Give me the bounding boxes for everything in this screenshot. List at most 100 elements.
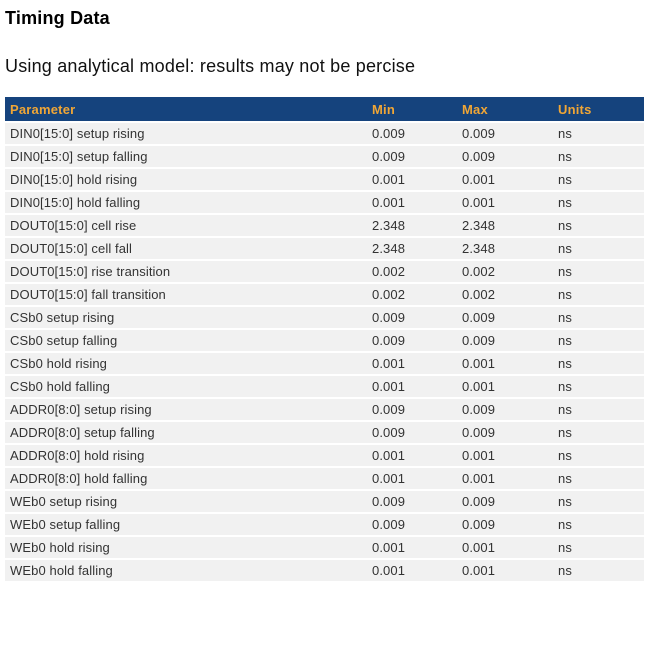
- cell-parameter: CSb0 hold rising: [5, 353, 367, 376]
- cell-min: 0.009: [367, 123, 457, 146]
- cell-max: 0.001: [457, 169, 553, 192]
- cell-units: ns: [553, 238, 644, 261]
- cell-units: ns: [553, 491, 644, 514]
- cell-max: 0.009: [457, 399, 553, 422]
- cell-min: 0.009: [367, 399, 457, 422]
- table-row: CSb0 hold falling 0.001 0.001 ns: [5, 376, 644, 399]
- header-units: Units: [553, 97, 644, 123]
- cell-min: 0.002: [367, 261, 457, 284]
- cell-parameter: CSb0 hold falling: [5, 376, 367, 399]
- timing-table: Parameter Min Max Units DIN0[15:0] setup…: [5, 97, 644, 583]
- cell-max: 0.009: [457, 330, 553, 353]
- cell-parameter: WEb0 hold rising: [5, 537, 367, 560]
- table-row: DIN0[15:0] setup falling 0.009 0.009 ns: [5, 146, 644, 169]
- cell-units: ns: [553, 376, 644, 399]
- cell-parameter: DOUT0[15:0] rise transition: [5, 261, 367, 284]
- table-row: ADDR0[8:0] hold falling 0.001 0.001 ns: [5, 468, 644, 491]
- table-row: ADDR0[8:0] setup falling 0.009 0.009 ns: [5, 422, 644, 445]
- cell-max: 0.002: [457, 261, 553, 284]
- cell-max: 0.009: [457, 123, 553, 146]
- table-row: DIN0[15:0] setup rising 0.009 0.009 ns: [5, 123, 644, 146]
- cell-parameter: DIN0[15:0] hold falling: [5, 192, 367, 215]
- cell-parameter: WEb0 hold falling: [5, 560, 367, 583]
- cell-units: ns: [553, 560, 644, 583]
- table-row: CSb0 hold rising 0.001 0.001 ns: [5, 353, 644, 376]
- cell-units: ns: [553, 169, 644, 192]
- cell-units: ns: [553, 192, 644, 215]
- cell-max: 0.001: [457, 560, 553, 583]
- cell-units: ns: [553, 261, 644, 284]
- cell-parameter: DIN0[15:0] hold rising: [5, 169, 367, 192]
- table-row: DOUT0[15:0] rise transition 0.002 0.002 …: [5, 261, 644, 284]
- header-parameter: Parameter: [5, 97, 367, 123]
- cell-units: ns: [553, 146, 644, 169]
- table-row: DOUT0[15:0] fall transition 0.002 0.002 …: [5, 284, 644, 307]
- header-min: Min: [367, 97, 457, 123]
- cell-parameter: CSb0 setup falling: [5, 330, 367, 353]
- cell-units: ns: [553, 445, 644, 468]
- cell-max: 0.001: [457, 192, 553, 215]
- cell-max: 0.009: [457, 514, 553, 537]
- cell-parameter: WEb0 setup rising: [5, 491, 367, 514]
- cell-units: ns: [553, 307, 644, 330]
- page-subtitle: Using analytical model: results may not …: [5, 56, 416, 76]
- cell-units: ns: [553, 353, 644, 376]
- cell-min: 0.001: [367, 468, 457, 491]
- cell-units: ns: [553, 514, 644, 537]
- cell-min: 0.002: [367, 284, 457, 307]
- cell-parameter: CSb0 setup rising: [5, 307, 367, 330]
- cell-max: 0.009: [457, 146, 553, 169]
- cell-parameter: ADDR0[8:0] hold falling: [5, 468, 367, 491]
- cell-units: ns: [553, 284, 644, 307]
- cell-parameter: DIN0[15:0] setup falling: [5, 146, 367, 169]
- timing-table-header: Parameter Min Max Units: [5, 97, 644, 123]
- cell-min: 0.001: [367, 192, 457, 215]
- table-row: CSb0 setup rising 0.009 0.009 ns: [5, 307, 644, 330]
- cell-min: 2.348: [367, 215, 457, 238]
- cell-parameter: DOUT0[15:0] cell rise: [5, 215, 367, 238]
- cell-min: 0.009: [367, 307, 457, 330]
- table-row: WEb0 setup falling 0.009 0.009 ns: [5, 514, 644, 537]
- cell-max: 0.002: [457, 284, 553, 307]
- cell-max: 2.348: [457, 215, 553, 238]
- cell-parameter: WEb0 setup falling: [5, 514, 367, 537]
- table-row: DIN0[15:0] hold falling 0.001 0.001 ns: [5, 192, 644, 215]
- cell-units: ns: [553, 422, 644, 445]
- cell-max: 0.001: [457, 445, 553, 468]
- cell-units: ns: [553, 537, 644, 560]
- cell-min: 0.009: [367, 330, 457, 353]
- cell-max: 0.001: [457, 376, 553, 399]
- cell-min: 2.348: [367, 238, 457, 261]
- cell-units: ns: [553, 399, 644, 422]
- cell-max: 2.348: [457, 238, 553, 261]
- table-row: WEb0 setup rising 0.009 0.009 ns: [5, 491, 644, 514]
- table-row: WEb0 hold falling 0.001 0.001 ns: [5, 560, 644, 583]
- cell-parameter: DOUT0[15:0] fall transition: [5, 284, 367, 307]
- cell-min: 0.001: [367, 353, 457, 376]
- header-max: Max: [457, 97, 553, 123]
- cell-parameter: ADDR0[8:0] hold rising: [5, 445, 367, 468]
- cell-parameter: DOUT0[15:0] cell fall: [5, 238, 367, 261]
- cell-parameter: ADDR0[8:0] setup rising: [5, 399, 367, 422]
- table-row: DOUT0[15:0] cell fall 2.348 2.348 ns: [5, 238, 644, 261]
- table-row: WEb0 hold rising 0.001 0.001 ns: [5, 537, 644, 560]
- cell-parameter: ADDR0[8:0] setup falling: [5, 422, 367, 445]
- cell-parameter: DIN0[15:0] setup rising: [5, 123, 367, 146]
- cell-min: 0.009: [367, 422, 457, 445]
- page-title: Timing Data: [5, 8, 110, 28]
- cell-max: 0.001: [457, 537, 553, 560]
- cell-min: 0.001: [367, 376, 457, 399]
- cell-max: 0.001: [457, 353, 553, 376]
- cell-max: 0.009: [457, 491, 553, 514]
- table-row: ADDR0[8:0] hold rising 0.001 0.001 ns: [5, 445, 644, 468]
- cell-min: 0.001: [367, 560, 457, 583]
- cell-min: 0.001: [367, 169, 457, 192]
- table-row: CSb0 setup falling 0.009 0.009 ns: [5, 330, 644, 353]
- table-row: DOUT0[15:0] cell rise 2.348 2.348 ns: [5, 215, 644, 238]
- cell-min: 0.009: [367, 146, 457, 169]
- cell-units: ns: [553, 123, 644, 146]
- cell-min: 0.001: [367, 445, 457, 468]
- cell-units: ns: [553, 468, 644, 491]
- table-row: DIN0[15:0] hold rising 0.001 0.001 ns: [5, 169, 644, 192]
